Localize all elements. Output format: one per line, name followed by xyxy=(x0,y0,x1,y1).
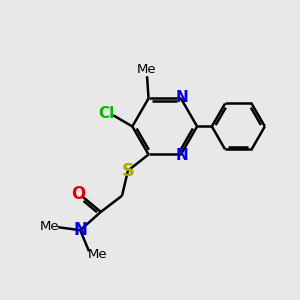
Text: N: N xyxy=(73,221,87,239)
Text: Me: Me xyxy=(137,63,157,76)
Text: S: S xyxy=(122,162,134,180)
Text: N: N xyxy=(176,90,189,105)
Text: N: N xyxy=(176,148,189,163)
Text: Me: Me xyxy=(40,220,60,233)
Text: O: O xyxy=(71,185,85,203)
Text: Me: Me xyxy=(88,248,107,261)
Text: Cl: Cl xyxy=(99,106,115,121)
